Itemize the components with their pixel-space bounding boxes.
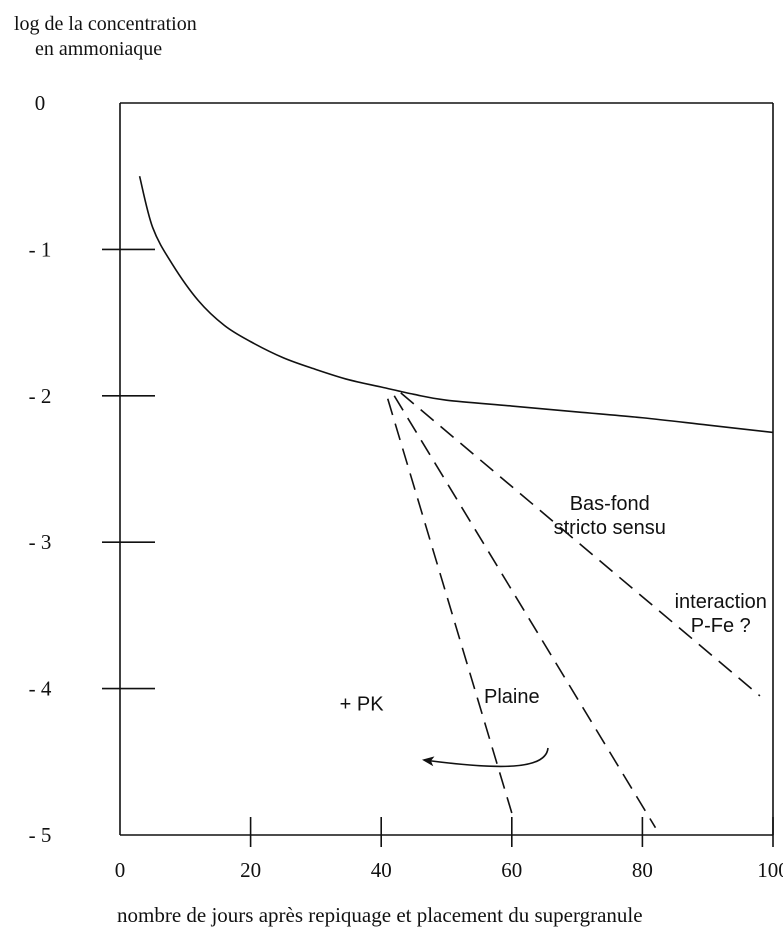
series-line-3 bbox=[400, 392, 761, 697]
y-axis-label-line-1: log de la concentration bbox=[14, 13, 197, 35]
annotation-2-line-0: Plaine bbox=[484, 686, 540, 708]
annotation-0: Bas-fond stricto sensu bbox=[554, 493, 666, 539]
series bbox=[138, 176, 774, 829]
y-tick-label-5: - 5 bbox=[29, 823, 52, 847]
annotation-1-line-0: interaction bbox=[675, 591, 767, 613]
annotation-0-line-0: Bas-fond bbox=[570, 493, 650, 515]
tick-labels: 0 - 1 - 2 - 3 - 4 - 5 0 20 40 60 80 100 bbox=[29, 91, 783, 882]
annotation-1-line-1: P-Fe ? bbox=[691, 615, 751, 637]
x-tick-label-4: 80 bbox=[632, 858, 653, 882]
series-line-1 bbox=[386, 398, 513, 814]
y-axis-label-line-2: en ammoniaque bbox=[35, 38, 162, 60]
series-line-0 bbox=[138, 176, 774, 434]
x-tick-label-2: 40 bbox=[371, 858, 392, 882]
y-tick-label-4: - 4 bbox=[29, 677, 52, 701]
x-tick-label-5: 100 bbox=[757, 858, 783, 882]
axes bbox=[119, 102, 774, 836]
y-tick-label-3: - 3 bbox=[29, 530, 52, 554]
annotation-0-line-1: stricto sensu bbox=[554, 517, 666, 539]
annotations: Bas-fond stricto sensu interaction P-Fe ? Pl… bbox=[340, 493, 767, 716]
x-axis-label: nombre de jours après repiquage et place… bbox=[117, 903, 643, 927]
plaine-arrow bbox=[422, 747, 549, 768]
annotation-3-line-0: + PK bbox=[340, 694, 385, 716]
series-line-2 bbox=[393, 395, 657, 829]
x-tick-label-3: 60 bbox=[501, 858, 522, 882]
annotation-3: + PK bbox=[340, 694, 385, 716]
annotation-1: interaction P-Fe ? bbox=[675, 591, 767, 637]
y-tick-label-1: - 1 bbox=[29, 237, 52, 261]
y-tick-label-0: 0 bbox=[35, 91, 46, 115]
annotation-2: Plaine bbox=[484, 686, 540, 708]
ticks bbox=[102, 248, 774, 847]
x-tick-label-1: 20 bbox=[240, 858, 261, 882]
x-tick-label-0: 0 bbox=[115, 858, 126, 882]
y-tick-label-2: - 2 bbox=[29, 384, 52, 408]
